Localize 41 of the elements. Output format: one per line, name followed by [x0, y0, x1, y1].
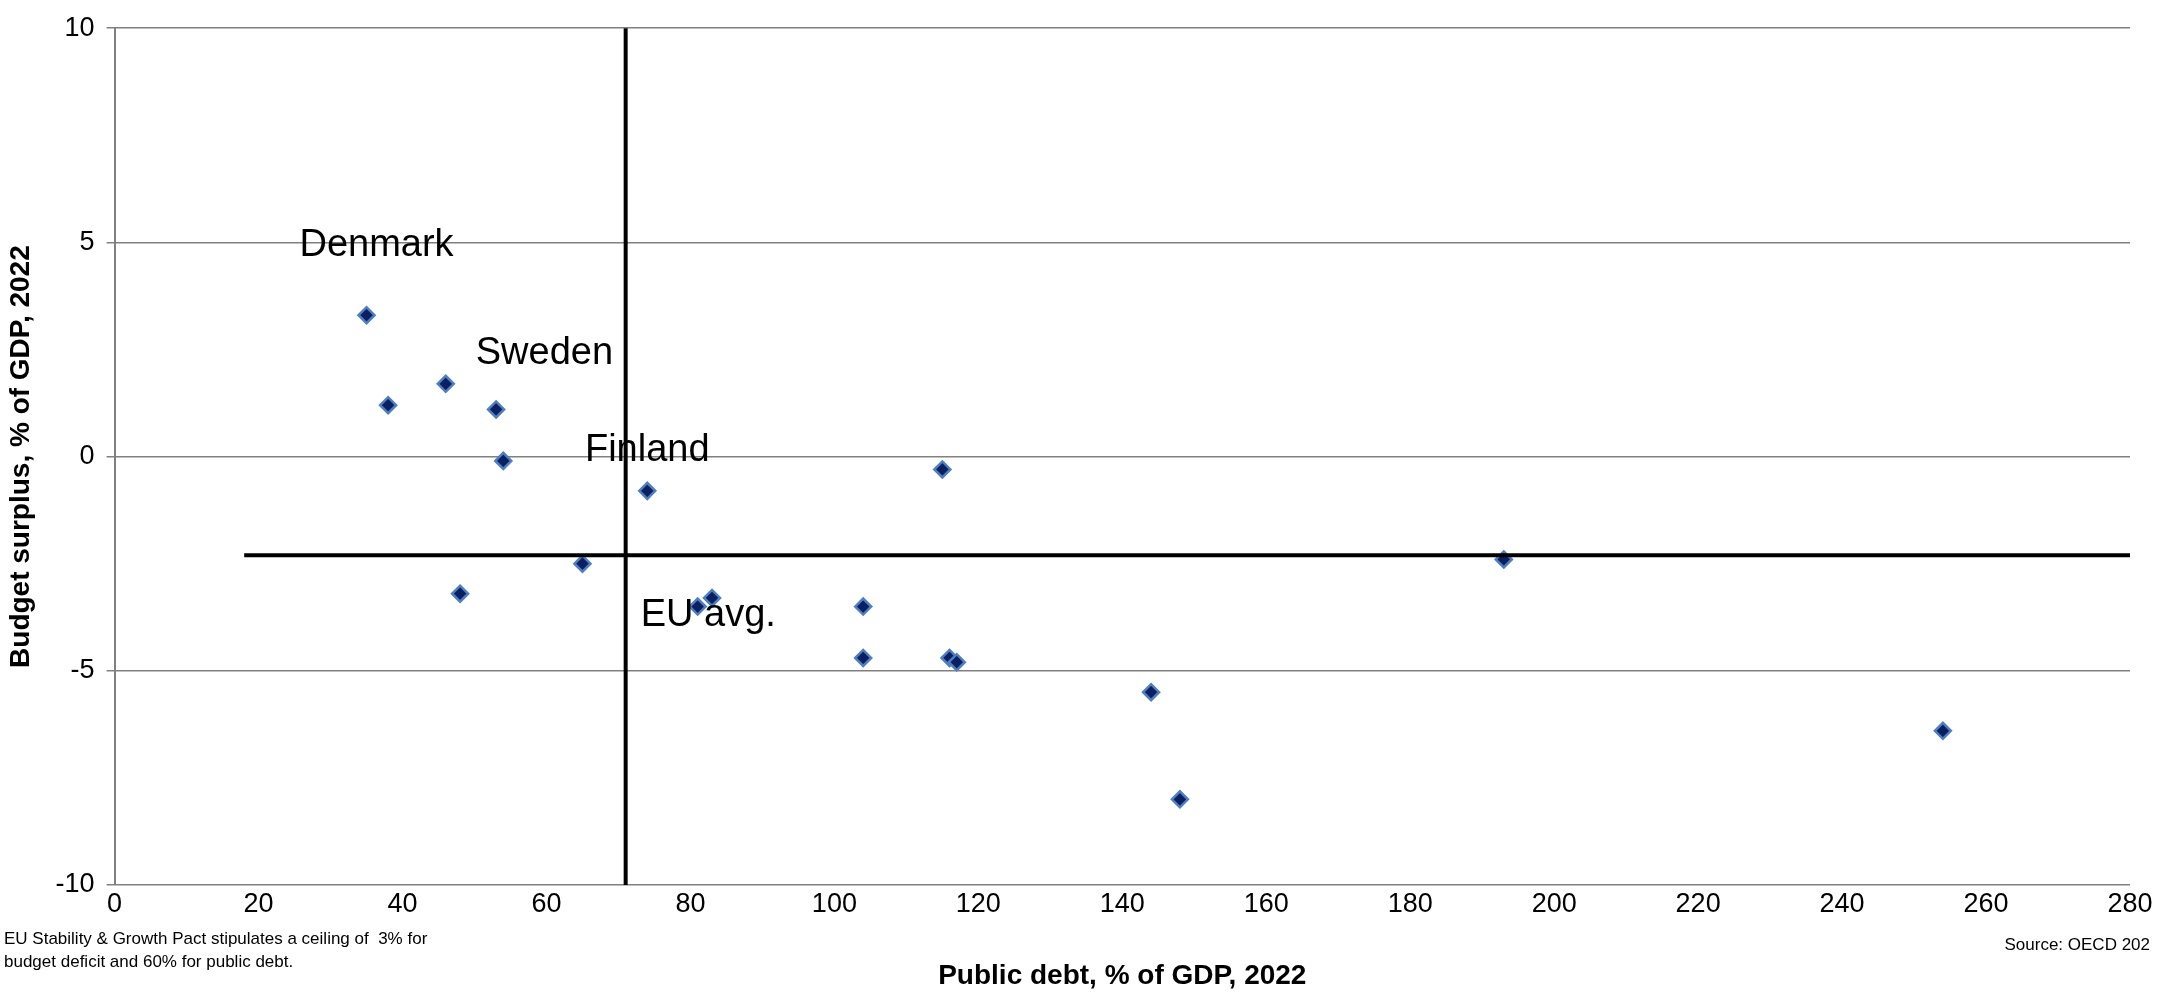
point: [450, 584, 470, 603]
x-tick-label: 200: [1531, 887, 1577, 918]
x-tick-label: 280: [2107, 887, 2153, 918]
x-tick-label: 180: [1387, 887, 1433, 918]
x-axis-title: Public debt, % of GDP, 2022: [938, 958, 1307, 990]
y-tick-label: 10: [64, 11, 95, 42]
point: [1141, 682, 1161, 702]
x-tick-label: 160: [1243, 887, 1289, 918]
y-tick-label: 0: [79, 440, 95, 471]
point: [1170, 790, 1190, 809]
x-tick-label: 20: [243, 887, 274, 918]
x-tick-label: 60: [531, 887, 562, 918]
x-tick-label: 40: [387, 887, 418, 918]
point: [494, 451, 513, 471]
x-tick-label: 0: [107, 887, 123, 918]
point: [933, 460, 952, 479]
point: [436, 374, 455, 394]
x-tick-label: 260: [1963, 887, 2009, 918]
annotation: Sweden: [475, 330, 614, 373]
point: [1933, 721, 1953, 741]
x-tick-label: 100: [811, 887, 857, 918]
point: [357, 305, 376, 325]
annotation: Denmark: [299, 221, 455, 264]
point: [853, 597, 873, 616]
annotation: EU avg.: [640, 591, 776, 634]
source-note: Source: OECD 202: [2004, 935, 2150, 954]
y-tick-label: -5: [70, 654, 95, 685]
point: [853, 648, 873, 668]
y-tick-label: -10: [55, 868, 95, 899]
x-tick-label: 80: [675, 887, 706, 918]
point: [378, 395, 398, 415]
y-axis-title: Budget surplus, % of GDP, 2022: [3, 245, 35, 668]
x-tick-label: 220: [1675, 887, 1721, 918]
point: [638, 481, 657, 501]
y-tick-label: 5: [79, 225, 95, 256]
text: EU Stability & Growth Pact stipulates a ceiling of 3% for budget deficit and 60% for public debt.: [4, 929, 428, 971]
point: [947, 652, 967, 672]
point: [486, 400, 506, 419]
x-tick-label: 140: [1099, 887, 1145, 918]
x-tick-label: 240: [1819, 887, 1865, 918]
x-tick-label: 120: [955, 887, 1001, 918]
